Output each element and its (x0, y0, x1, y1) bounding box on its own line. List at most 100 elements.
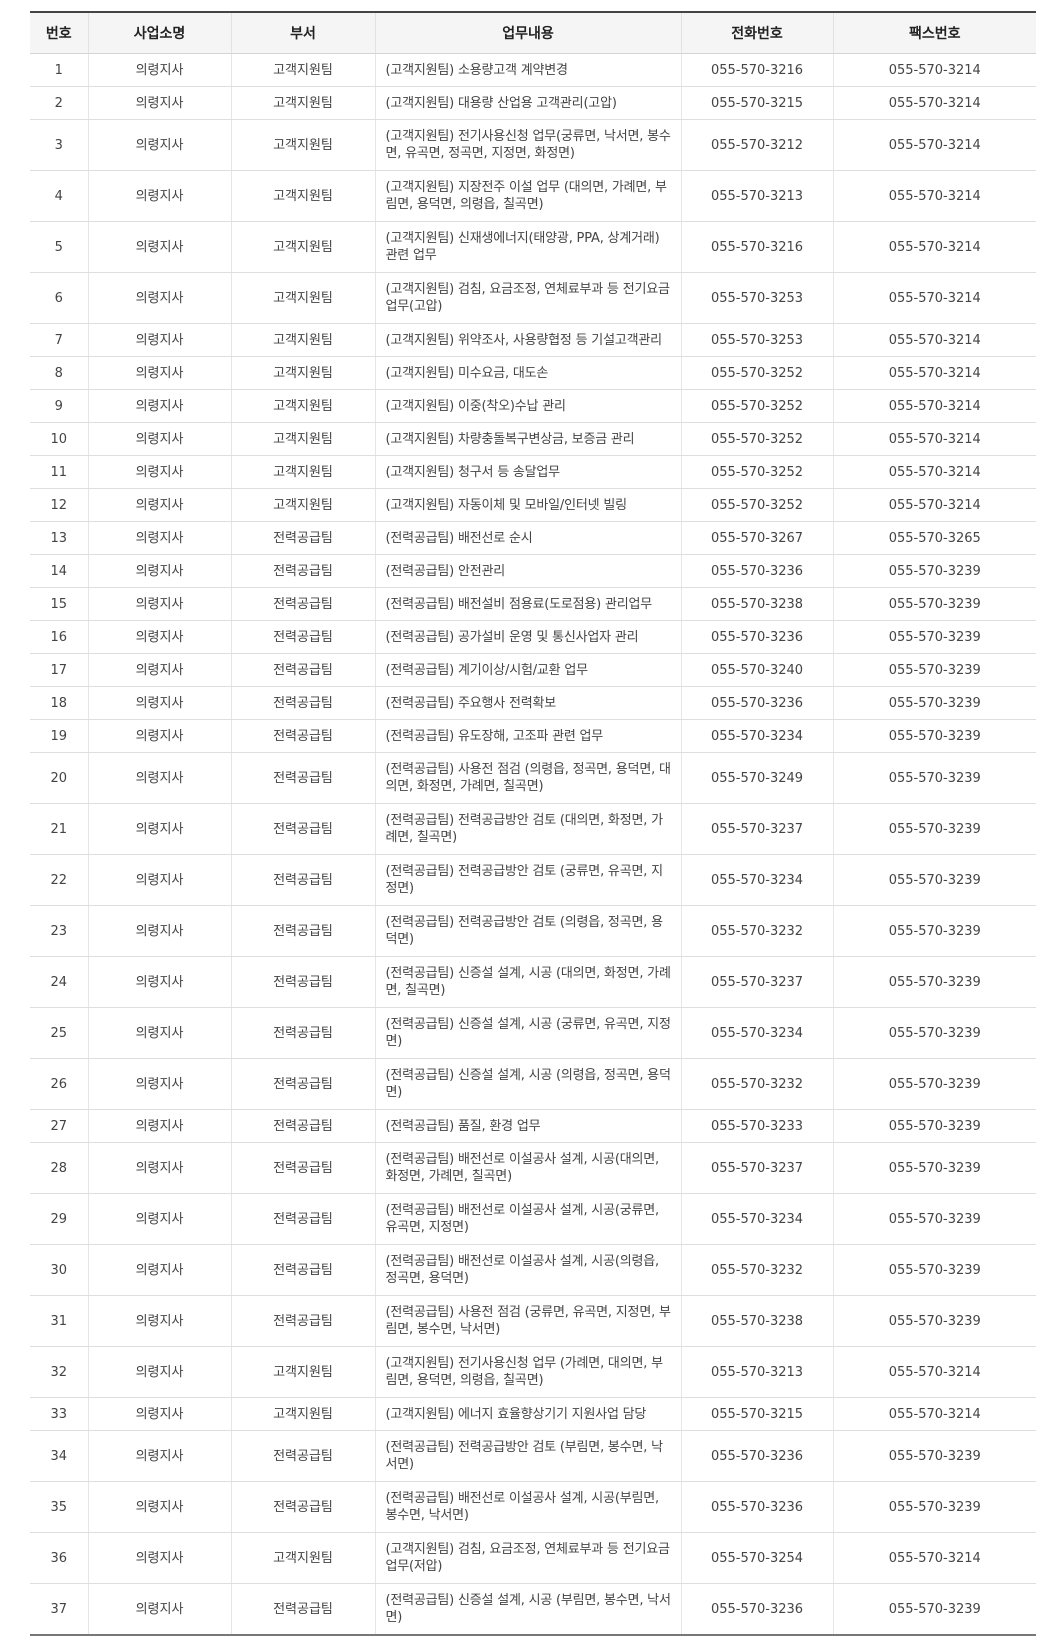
table-row: 1 의령지사 고객지원팀 (고객지원팀) 소용량고객 계약변경 055-570-3216… (30, 53, 1036, 87)
cell-office: 의령지사 (87, 1481, 231, 1533)
cell-office: 의령지사 (87, 752, 231, 804)
table-row: 21 의령지사 전력공급팀 (전력공급팀) 전력공급방안 검토 (대의면, 화정면, … (30, 803, 1036, 855)
cell-phone: 055-570-3233 (680, 1109, 833, 1143)
table-row: 16 의령지사 전력공급팀 (전력공급팀) 공가설비 운영 및 통신사업자 관리 055… (30, 620, 1036, 654)
cell-fax: 055-570-3239 (832, 686, 1036, 720)
cell-number: 4 (30, 170, 88, 222)
cell-task: (고객지원팀) 전기사용신청 업무 (가례면, 대의면, 부림면, 용덕면, 의… (374, 1346, 681, 1398)
cell-task: (전력공급팀) 배전선로 이설공사 설계, 시공(궁류면, 유곡면, 지정면) (374, 1193, 681, 1245)
cell-number: 35 (30, 1481, 88, 1533)
table-row: 30 의령지사 전력공급팀 (전력공급팀) 배전선로 이설공사 설계, 시공(의령읍,… (30, 1244, 1036, 1296)
table-row: 18 의령지사 전력공급팀 (전력공급팀) 주요행사 전력확보 055-570-3236… (30, 686, 1036, 720)
cell-task: (고객지원팀) 지장전주 이설 업무 (대의면, 가례면, 부림면, 용덕면, … (374, 170, 681, 222)
cell-phone: 055-570-3252 (680, 389, 833, 423)
table-row: 23 의령지사 전력공급팀 (전력공급팀) 전력공급방안 검토 (의령읍, 정곡면, … (30, 905, 1036, 957)
cell-number: 36 (30, 1532, 88, 1584)
cell-fax: 055-570-3239 (832, 1007, 1036, 1059)
table-row: 13 의령지사 전력공급팀 (전력공급팀) 배전선로 순시 055-570-3267 05… (30, 521, 1036, 555)
cell-fax: 055-570-3239 (832, 554, 1036, 588)
cell-fax: 055-570-3239 (832, 653, 1036, 687)
cell-number: 30 (30, 1244, 88, 1296)
header-number: 번호 (30, 11, 88, 54)
cell-office: 의령지사 (87, 1397, 231, 1431)
cell-phone: 055-570-3253 (680, 323, 833, 357)
cell-phone: 055-570-3234 (680, 854, 833, 906)
cell-number: 31 (30, 1295, 88, 1347)
cell-phone: 055-570-3236 (680, 686, 833, 720)
cell-number: 23 (30, 905, 88, 957)
cell-phone: 055-570-3238 (680, 587, 833, 621)
cell-office: 의령지사 (87, 455, 231, 489)
cell-department: 전력공급팀 (230, 686, 375, 720)
cell-office: 의령지사 (87, 803, 231, 855)
cell-fax: 055-570-3239 (832, 719, 1036, 753)
cell-department: 전력공급팀 (230, 587, 375, 621)
cell-task: (고객지원팀) 이중(착오)수납 관리 (374, 389, 681, 423)
cell-office: 의령지사 (87, 272, 231, 324)
cell-fax: 055-570-3214 (832, 221, 1036, 273)
cell-office: 의령지사 (87, 221, 231, 273)
table-row: 22 의령지사 전력공급팀 (전력공급팀) 전력공급방안 검토 (궁류면, 유곡면, … (30, 854, 1036, 906)
cell-number: 13 (30, 521, 88, 555)
cell-fax: 055-570-3214 (832, 389, 1036, 423)
cell-phone: 055-570-3237 (680, 803, 833, 855)
cell-fax: 055-570-3239 (832, 1193, 1036, 1245)
table-row: 5 의령지사 고객지원팀 (고객지원팀) 신재생에너지(태양광, PPA, 상계거래)… (30, 221, 1036, 273)
cell-fax: 055-570-3239 (832, 905, 1036, 957)
cell-fax: 055-570-3214 (832, 1346, 1036, 1398)
cell-number: 33 (30, 1397, 88, 1431)
table-row: 24 의령지사 전력공급팀 (전력공급팀) 신증설 설계, 시공 (대의면, 화정면,… (30, 956, 1036, 1008)
cell-number: 27 (30, 1109, 88, 1143)
cell-number: 16 (30, 620, 88, 654)
cell-task: (고객지원팀) 에너지 효율향상기기 지원사업 담당 (374, 1397, 681, 1431)
cell-department: 고객지원팀 (230, 389, 375, 423)
cell-fax: 055-570-3214 (832, 86, 1036, 120)
cell-office: 의령지사 (87, 1007, 231, 1059)
table-row: 36 의령지사 고객지원팀 (고객지원팀) 검침, 요금조정, 연체료부과 등 전기요… (30, 1532, 1036, 1584)
cell-fax: 055-570-3214 (832, 272, 1036, 324)
cell-task: (전력공급팀) 신증설 설계, 시공 (대의면, 화정면, 가례면, 칠곡면) (374, 956, 681, 1008)
cell-department: 전력공급팀 (230, 1007, 375, 1059)
table-row: 29 의령지사 전력공급팀 (전력공급팀) 배전선로 이설공사 설계, 시공(궁류면,… (30, 1193, 1036, 1245)
cell-department: 전력공급팀 (230, 620, 375, 654)
cell-number: 22 (30, 854, 88, 906)
cell-phone: 055-570-3213 (680, 1346, 833, 1398)
cell-office: 의령지사 (87, 1142, 231, 1194)
table-row: 28 의령지사 전력공급팀 (전력공급팀) 배전선로 이설공사 설계, 시공(대의면,… (30, 1142, 1036, 1194)
cell-task: (전력공급팀) 전력공급방안 검토 (궁류면, 유곡면, 지정면) (374, 854, 681, 906)
cell-number: 25 (30, 1007, 88, 1059)
cell-department: 고객지원팀 (230, 119, 375, 171)
cell-number: 34 (30, 1430, 88, 1482)
cell-task: (고객지원팀) 소용량고객 계약변경 (374, 53, 681, 87)
cell-number: 18 (30, 686, 88, 720)
cell-department: 전력공급팀 (230, 1193, 375, 1245)
cell-office: 의령지사 (87, 521, 231, 555)
cell-fax: 055-570-3239 (832, 587, 1036, 621)
cell-number: 24 (30, 956, 88, 1008)
table-row: 6 의령지사 고객지원팀 (고객지원팀) 검침, 요금조정, 연체료부과 등 전기요금… (30, 272, 1036, 324)
cell-office: 의령지사 (87, 389, 231, 423)
table-row: 33 의령지사 고객지원팀 (고객지원팀) 에너지 효율향상기기 지원사업 담당 055… (30, 1397, 1036, 1431)
cell-task: (전력공급팀) 전력공급방안 검토 (부림면, 봉수면, 낙서면) (374, 1430, 681, 1482)
cell-phone: 055-570-3252 (680, 488, 833, 522)
table-row: 11 의령지사 고객지원팀 (고객지원팀) 청구서 등 송달업무 055-570-325… (30, 455, 1036, 489)
cell-department: 전력공급팀 (230, 803, 375, 855)
header-department: 부서 (230, 11, 375, 54)
cell-fax: 055-570-3214 (832, 53, 1036, 87)
header-row: 번호 사업소명 부서 업무내용 전화번호 팩스번호 (30, 11, 1036, 54)
cell-task: (전력공급팀) 주요행사 전력확보 (374, 686, 681, 720)
cell-department: 고객지원팀 (230, 86, 375, 120)
cell-department: 전력공급팀 (230, 1244, 375, 1296)
cell-phone: 055-570-3212 (680, 119, 833, 171)
cell-office: 의령지사 (87, 53, 231, 87)
cell-phone: 055-570-3252 (680, 455, 833, 489)
cell-phone: 055-570-3238 (680, 1295, 833, 1347)
cell-department: 전력공급팀 (230, 554, 375, 588)
cell-number: 6 (30, 272, 88, 324)
cell-number: 26 (30, 1058, 88, 1110)
cell-department: 전력공급팀 (230, 1109, 375, 1143)
table-row: 20 의령지사 전력공급팀 (전력공급팀) 사용전 점검 (의령읍, 정곡면, 용덕면… (30, 752, 1036, 804)
cell-task: (전력공급팀) 배전선로 이설공사 설계, 시공(대의면, 화정면, 가례면, … (374, 1142, 681, 1194)
cell-office: 의령지사 (87, 1109, 231, 1143)
cell-task: (고객지원팀) 검침, 요금조정, 연체료부과 등 전기요금업무(저압) (374, 1532, 681, 1584)
